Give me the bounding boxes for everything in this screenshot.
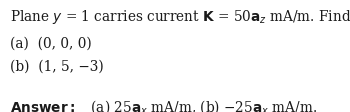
Text: Plane $y$ = 1 carries current $\mathbf{K}$ = 50$\mathbf{a}_z$ mA/m. Find $\mathb: Plane $y$ = 1 carries current $\mathbf{K… xyxy=(10,8,350,26)
Text: (a)  (0, 0, 0): (a) (0, 0, 0) xyxy=(10,37,92,51)
Text: (b)  (1, 5, −3): (b) (1, 5, −3) xyxy=(10,59,104,73)
Text: $\mathbf{Answer:}$   (a) 25$\mathbf{a}_x$ mA/m, (b) −25$\mathbf{a}_x$ mA/m.: $\mathbf{Answer:}$ (a) 25$\mathbf{a}_x$ … xyxy=(10,99,318,112)
